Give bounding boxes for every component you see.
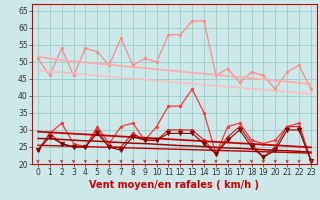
X-axis label: Vent moyen/en rafales ( km/h ): Vent moyen/en rafales ( km/h ) bbox=[89, 180, 260, 190]
